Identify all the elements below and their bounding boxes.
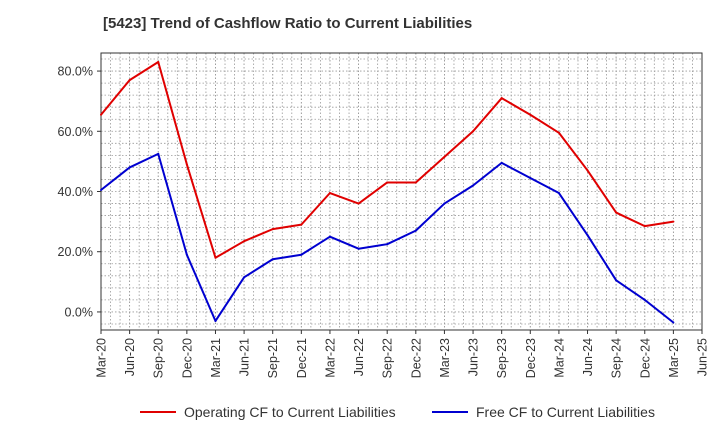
x-tick-label: Dec-21 <box>295 338 309 378</box>
data-point-series-1 <box>615 279 618 282</box>
x-tick-label: Mar-22 <box>323 338 337 378</box>
data-point-series-1 <box>214 319 217 322</box>
data-point-series-0 <box>615 211 618 214</box>
y-tick-label: 0.0% <box>65 305 94 319</box>
legend-item-operating-cf: Operating CF to Current Liabilities <box>140 404 396 420</box>
data-point-series-0 <box>300 223 303 226</box>
x-tick-label: Sep-21 <box>266 338 280 378</box>
x-tick-label: Jun-20 <box>123 338 137 376</box>
x-tick-label: Dec-24 <box>638 338 652 378</box>
x-tick-label: Mar-21 <box>209 338 223 378</box>
data-point-series-1 <box>328 235 331 238</box>
data-point-series-0 <box>157 61 160 64</box>
x-tick-label: Jun-22 <box>352 338 366 376</box>
x-tick-label: Dec-22 <box>409 338 423 378</box>
x-tick-label: Jun-24 <box>581 338 595 376</box>
data-point-series-1 <box>500 161 503 164</box>
chart-title: [5423] Trend of Cashflow Ratio to Curren… <box>103 15 473 32</box>
data-point-series-0 <box>214 256 217 259</box>
data-point-series-1 <box>386 243 389 246</box>
data-point-series-1 <box>100 188 102 191</box>
data-point-series-1 <box>271 258 274 261</box>
data-point-series-1 <box>672 321 675 324</box>
x-tick-label: Jun-23 <box>467 338 481 376</box>
data-point-series-0 <box>100 113 102 116</box>
data-point-series-1 <box>586 234 589 237</box>
data-point-series-1 <box>472 184 475 187</box>
legend-label-operating-cf: Operating CF to Current Liabilities <box>184 404 396 420</box>
data-point-series-1 <box>557 192 560 195</box>
data-point-series-0 <box>243 240 246 243</box>
data-point-series-0 <box>472 130 475 133</box>
data-point-series-0 <box>328 192 331 195</box>
x-tick-label: Sep-24 <box>610 338 624 378</box>
legend-label-free-cf: Free CF to Current Liabilities <box>476 404 655 420</box>
y-tick-label: 20.0% <box>58 245 93 259</box>
data-point-series-1 <box>157 152 160 155</box>
x-tick-label: Mar-23 <box>438 338 452 378</box>
data-point-series-1 <box>414 229 417 232</box>
x-tick-label: Dec-23 <box>524 338 538 378</box>
data-point-series-0 <box>128 79 131 82</box>
data-point-series-0 <box>643 225 646 228</box>
data-point-series-0 <box>443 155 446 158</box>
data-point-series-0 <box>672 220 675 223</box>
data-point-series-1 <box>529 176 532 179</box>
y-tick-label: 60.0% <box>58 125 93 139</box>
legend-swatch-free-cf <box>432 411 468 413</box>
data-point-series-0 <box>414 181 417 184</box>
legend: Operating CF to Current Liabilities Free… <box>0 404 720 426</box>
x-tick-label: Sep-22 <box>381 338 395 378</box>
data-point-series-1 <box>357 247 360 250</box>
data-point-series-0 <box>500 97 503 100</box>
data-point-series-0 <box>271 228 274 231</box>
x-tick-label: Mar-20 <box>95 338 109 378</box>
data-point-series-1 <box>185 253 188 256</box>
x-tick-label: Mar-24 <box>552 338 566 378</box>
data-point-series-1 <box>443 202 446 205</box>
data-point-series-0 <box>185 163 188 166</box>
data-point-series-0 <box>386 181 389 184</box>
legend-swatch-operating-cf <box>140 411 176 413</box>
y-tick-label: 80.0% <box>58 65 93 79</box>
data-point-series-1 <box>643 298 646 301</box>
x-tick-label: Mar-25 <box>667 338 681 378</box>
data-point-series-1 <box>128 166 131 169</box>
data-point-series-0 <box>586 169 589 172</box>
plot-area <box>101 53 702 330</box>
data-point-series-0 <box>557 131 560 134</box>
x-tick-label: Sep-23 <box>495 338 509 378</box>
x-tick-label: Jun-25 <box>696 338 710 376</box>
legend-item-free-cf: Free CF to Current Liabilities <box>432 404 655 420</box>
y-tick-label: 40.0% <box>58 185 93 199</box>
data-point-series-0 <box>529 113 532 116</box>
x-tick-label: Sep-20 <box>152 338 166 378</box>
data-point-series-1 <box>243 276 246 279</box>
data-point-series-1 <box>300 253 303 256</box>
x-tick-label: Dec-20 <box>180 338 194 378</box>
data-point-series-0 <box>357 202 360 205</box>
x-tick-label: Jun-21 <box>238 338 252 376</box>
